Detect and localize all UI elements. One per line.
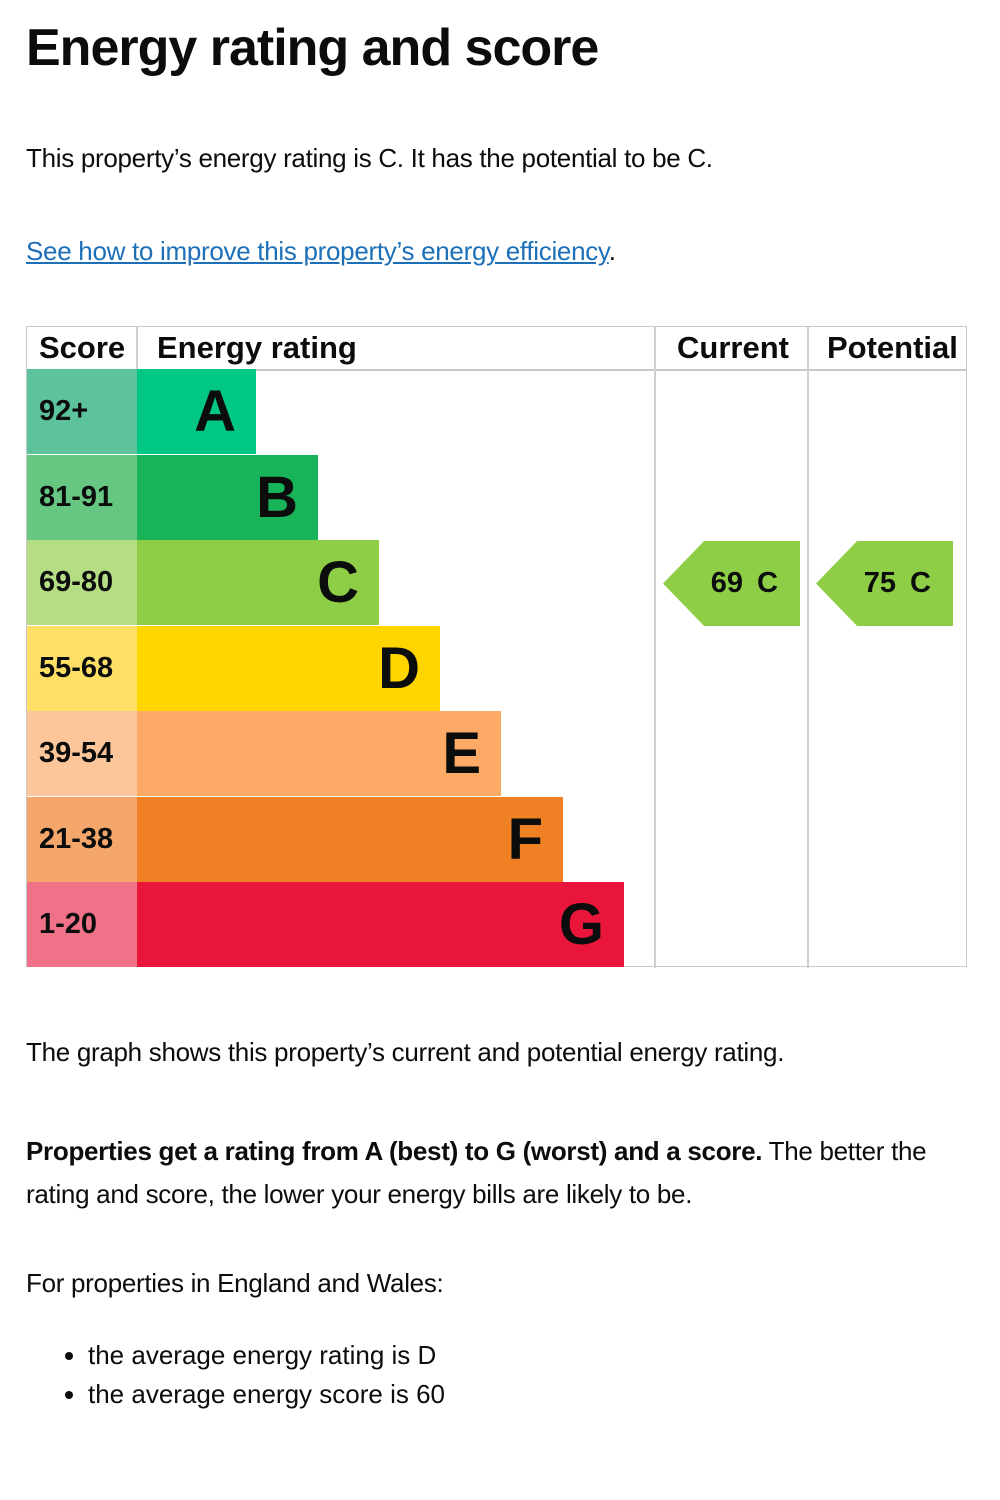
band-bar: E <box>137 711 501 796</box>
header-current: Current <box>677 330 789 365</box>
band-score: 81-91 <box>27 454 137 540</box>
header-row <box>27 327 966 371</box>
band-bar: D <box>137 625 440 711</box>
band-bar: A <box>137 369 256 454</box>
ratings-explanation: Properties get a rating from A (best) to… <box>26 1130 966 1216</box>
band-row-c: 69-80 C <box>27 540 627 625</box>
list-item: the average energy score is 60 <box>88 1379 445 1410</box>
band-bar: F <box>137 796 563 882</box>
intro-text: This property’s energy rating is C. It h… <box>26 143 713 173</box>
band-score: 92+ <box>27 369 137 454</box>
divider <box>807 327 809 968</box>
current-rating-arrow: 69 C <box>663 541 800 626</box>
band-score: 39-54 <box>27 711 137 796</box>
graph-description: The graph shows this property’s current … <box>26 1037 785 1067</box>
band-bar: B <box>137 454 318 540</box>
band-bar: C <box>137 540 379 625</box>
energy-rating-chart: Score Energy rating Current Potential 92… <box>26 326 967 968</box>
band-score: 21-38 <box>27 796 137 882</box>
region-text: For properties in England and Wales: <box>26 1268 444 1298</box>
header-potential: Potential <box>827 330 958 365</box>
band-score: 55-68 <box>27 625 137 711</box>
divider <box>654 327 656 968</box>
divider <box>136 327 138 369</box>
band-row-g: 1-20 G <box>27 882 627 967</box>
link-suffix: . <box>608 236 616 266</box>
potential-rating-arrow: 75 C <box>816 541 953 626</box>
ratings-rest: The better the rating and score, the low… <box>26 1136 927 1209</box>
header-score: Score <box>39 330 126 365</box>
band-bar: G <box>137 882 624 967</box>
list-item: the average energy rating is D <box>88 1340 445 1371</box>
band-row-b: 81-91 B <box>27 454 627 540</box>
header-energy-rating: Energy rating <box>157 330 357 365</box>
band-score: 69-80 <box>27 540 137 625</box>
improve-efficiency-link[interactable]: See how to improve this property’s energ… <box>26 236 609 266</box>
page-title: Energy rating and score <box>26 19 599 77</box>
band-row-a: 92+ A <box>27 369 627 454</box>
band-row-f: 21-38 F <box>27 796 627 882</box>
improve-link-paragraph: See how to improve this property’s energ… <box>26 236 616 267</box>
averages-list: the average energy rating is D the avera… <box>26 1340 445 1418</box>
ratings-bold: Properties get a rating from A (best) to… <box>26 1136 763 1166</box>
band-row-d: 55-68 D <box>27 625 627 711</box>
band-row-e: 39-54 E <box>27 711 627 796</box>
band-score: 1-20 <box>27 882 137 967</box>
